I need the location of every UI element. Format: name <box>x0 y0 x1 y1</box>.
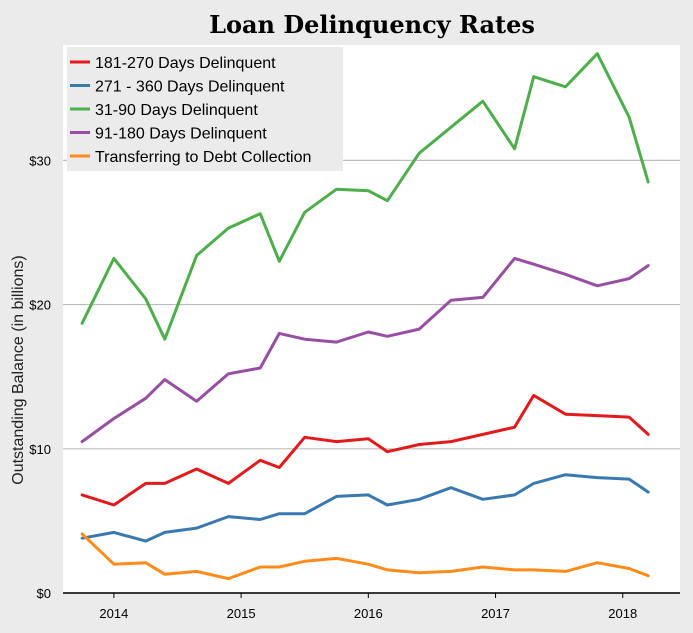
x-tick-label: 2016 <box>354 606 383 621</box>
y-axis-label: Outstanding Balance (in billions) <box>10 255 27 484</box>
axes: $0 $10 $20 $30 2014 2015 2016 2017 2018 <box>29 153 680 621</box>
y-tick-label: $0 <box>37 586 51 601</box>
series-line-91-180-days-delinquent <box>80 256 650 444</box>
y-tick-label: $30 <box>29 153 51 168</box>
x-tick-label: 2017 <box>481 606 510 621</box>
series-line-271-360-days-delinquent <box>80 473 650 543</box>
legend-label: 91-180 Days Delinquent <box>95 126 267 143</box>
legend: 181-270 Days Delinquent 271 - 360 Days De… <box>67 47 343 171</box>
series-line-181-270-days-delinquent <box>80 393 650 507</box>
series-layer <box>80 52 650 581</box>
legend-box <box>67 47 343 171</box>
x-tick-label: 2018 <box>608 606 637 621</box>
y-tick-label: $20 <box>29 298 51 313</box>
legend-label: 271 - 360 Days Delinquent <box>95 79 285 96</box>
x-tick-label: 2014 <box>99 606 128 621</box>
series-line-31-90-days-delinquent <box>80 52 650 341</box>
y-tick-label: $10 <box>29 442 51 457</box>
legend-label: 181-270 Days Delinquent <box>95 55 276 72</box>
chart-title: Loan Delinquency Rates <box>209 10 535 39</box>
legend-label: 31-90 Days Delinquent <box>95 102 258 119</box>
series-line-transferring-to-debt-collection <box>80 532 650 581</box>
x-tick-label: 2015 <box>227 606 256 621</box>
legend-label: Transferring to Debt Collection <box>95 149 311 166</box>
